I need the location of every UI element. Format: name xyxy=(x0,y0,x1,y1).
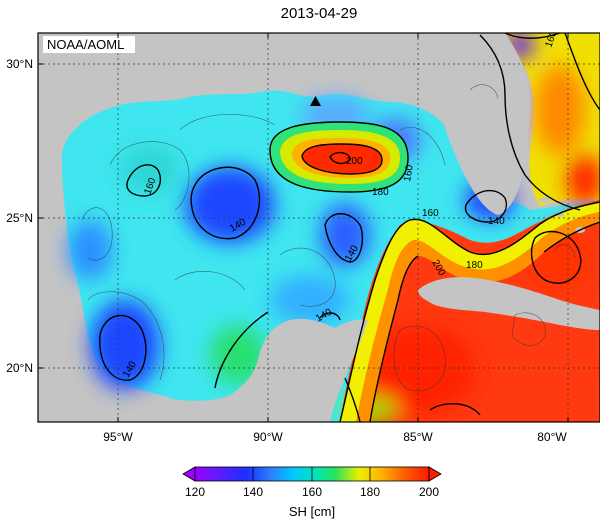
lon-label: 85°W xyxy=(403,430,433,444)
contour-label: 180 xyxy=(372,187,389,198)
colorbar-tick-label: 180 xyxy=(360,485,380,499)
colorbar: 120 140 160 180 200 SH [cm] xyxy=(182,466,442,519)
colorbar-tick-label: 200 xyxy=(419,485,439,499)
credit-box xyxy=(43,36,135,53)
axis-ticks xyxy=(38,33,569,422)
contour-label: 160 xyxy=(422,208,439,219)
contour-label-group: 160 140 140 140 140 200 180 160 180 200 … xyxy=(121,33,560,380)
axis-labels: 95°W 90°W 85°W 80°W 30°N 25°N 20°N xyxy=(6,57,567,444)
gridlines xyxy=(38,33,600,422)
contour-label: 200 xyxy=(346,156,363,167)
colorbar-tick-label: 140 xyxy=(243,485,263,499)
cuba xyxy=(418,277,600,330)
map-area: 160 140 140 140 140 200 180 160 180 200 … xyxy=(38,33,600,422)
lat-label: 20°N xyxy=(6,361,33,375)
colorbar-high-arrow xyxy=(428,466,442,482)
florida xyxy=(436,33,531,215)
colorbar-tick-label: 120 xyxy=(185,485,205,499)
colorbar-label: SH [cm] xyxy=(289,504,335,519)
map-title: 2013-04-29 xyxy=(281,5,358,22)
contour-label: 180 xyxy=(466,260,483,271)
lat-label: 30°N xyxy=(6,57,33,71)
colorbar-ticks xyxy=(194,467,430,481)
lon-label: 80°W xyxy=(537,430,567,444)
loop-current-eddy xyxy=(270,122,408,192)
colorbar-low-arrow xyxy=(182,466,196,482)
lon-label: 95°W xyxy=(103,430,133,444)
lat-label: 25°N xyxy=(6,211,33,225)
colorbar-tick-label: 160 xyxy=(302,485,322,499)
lon-label: 90°W xyxy=(253,430,283,444)
contours-major xyxy=(99,33,600,422)
map-frame xyxy=(37,32,600,423)
contour-label: 160 xyxy=(402,164,416,183)
yucatan xyxy=(200,318,368,422)
contour-label: 140 xyxy=(488,216,505,227)
buoy-marker-icon xyxy=(310,96,321,106)
credit-label: NOAA/AOML xyxy=(47,37,124,52)
